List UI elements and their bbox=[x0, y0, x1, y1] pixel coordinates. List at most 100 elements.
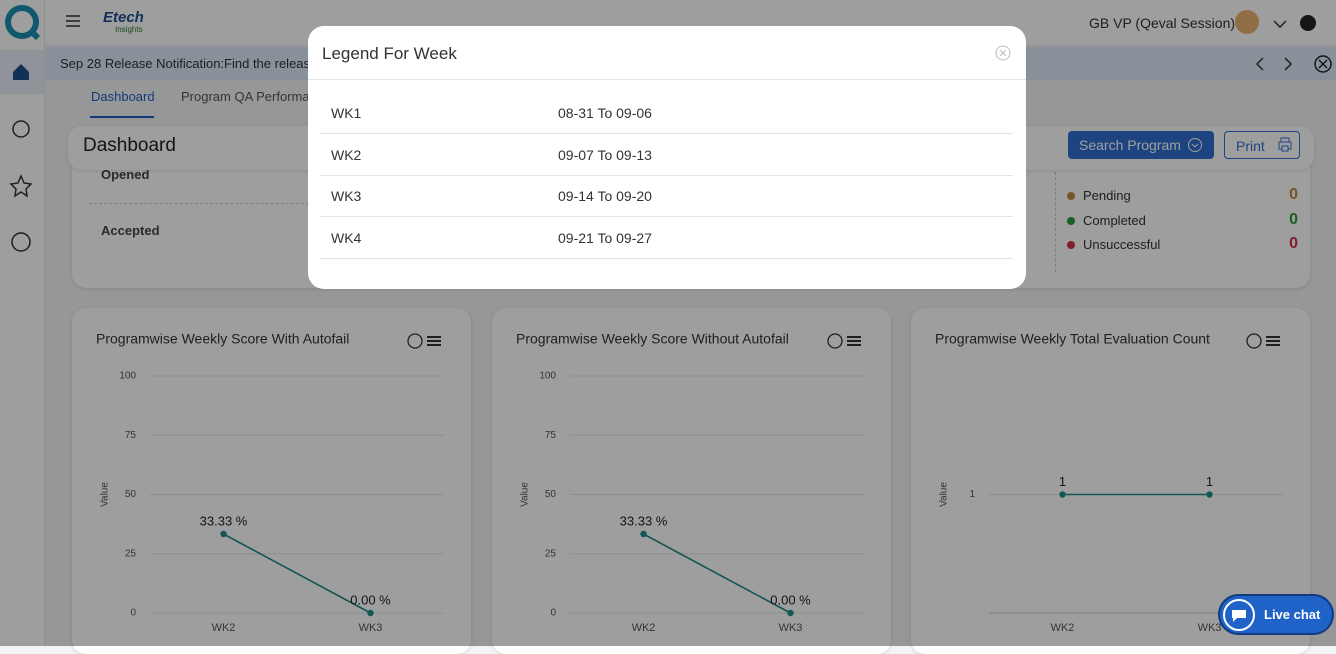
next-button[interactable] bbox=[1284, 57, 1293, 71]
week-range: 09-07 To 09-13 bbox=[558, 146, 652, 163]
live-chat-label: Live chat bbox=[1264, 607, 1321, 622]
tab[interactable]: Dashboard bbox=[91, 89, 155, 104]
page-title: Dashboard bbox=[83, 135, 176, 156]
data-point bbox=[1206, 491, 1213, 498]
info-icon[interactable] bbox=[407, 333, 423, 349]
data-label: 33.33 % bbox=[200, 513, 248, 528]
y-axis-label: Value bbox=[939, 482, 950, 507]
nav-icon[interactable] bbox=[9, 174, 33, 198]
notification-controls bbox=[1255, 55, 1332, 73]
y-tick-label: 75 bbox=[125, 430, 137, 441]
tab[interactable]: Program QA Performa bbox=[181, 89, 310, 104]
data-label: 1 bbox=[1206, 474, 1213, 489]
y-tick-label: 100 bbox=[539, 371, 556, 382]
status-dot bbox=[1067, 241, 1075, 249]
menu-button[interactable] bbox=[65, 14, 81, 28]
chart-menu[interactable] bbox=[1266, 336, 1280, 346]
button-label: Print bbox=[1236, 138, 1265, 154]
nav-icon[interactable] bbox=[12, 120, 30, 138]
stat-label: Accepted bbox=[101, 223, 160, 238]
y-tick-label: 25 bbox=[545, 548, 557, 559]
status-dot bbox=[1067, 216, 1075, 225]
user-name[interactable]: GB VP (Qeval Session) bbox=[1089, 15, 1236, 31]
legend-modal: Legend For Week WK1 08-31 To 09-06 WK2 09-0… bbox=[308, 26, 1026, 289]
x-tick-label: WK3 bbox=[779, 622, 803, 634]
y-tick-label: 0 bbox=[550, 608, 556, 619]
data-point bbox=[367, 609, 374, 617]
y-axis-label: Value bbox=[520, 482, 531, 507]
legend-row: WK1 08-31 To 09-06 bbox=[320, 92, 1013, 134]
chart-title: Programwise Weekly Score Without Autofai… bbox=[516, 331, 789, 347]
home-icon[interactable] bbox=[13, 64, 29, 80]
help-icon[interactable] bbox=[1300, 15, 1316, 31]
data-point bbox=[1059, 491, 1066, 498]
chart-title: Programwise Weekly Score With Autofail bbox=[96, 331, 349, 347]
legend-row: WK2 09-07 To 09-13 bbox=[320, 134, 1013, 176]
chart: Programwise Weekly Score Without Autofai… bbox=[516, 331, 864, 634]
y-tick-label: 75 bbox=[545, 430, 557, 441]
x-tick-label: WK3 bbox=[1198, 622, 1222, 634]
status-label: Pending bbox=[1083, 188, 1131, 203]
series-line bbox=[223, 533, 371, 614]
chart-menu[interactable] bbox=[847, 336, 861, 346]
info-icon[interactable] bbox=[1246, 333, 1262, 349]
status-value: 0 bbox=[1289, 235, 1298, 252]
week-range: 09-21 To 09-27 bbox=[558, 230, 652, 247]
stat-label: Opened bbox=[101, 167, 150, 182]
y-tick-label: 50 bbox=[545, 489, 557, 500]
y-axis-label: Value bbox=[100, 482, 111, 507]
y-tick-label: 1 bbox=[969, 489, 975, 500]
status-label: Unsuccessful bbox=[1083, 237, 1161, 252]
data-label: 0.00 % bbox=[770, 592, 811, 607]
modal-close[interactable] bbox=[995, 45, 1011, 61]
sidebar bbox=[0, 0, 45, 646]
close-notification[interactable] bbox=[1314, 55, 1332, 73]
x-tick-label: WK2 bbox=[1051, 622, 1075, 634]
data-point bbox=[787, 609, 794, 617]
header-icons bbox=[1235, 10, 1316, 34]
data-point bbox=[640, 530, 647, 538]
sidebar-icons bbox=[0, 5, 44, 252]
info-icon[interactable] bbox=[827, 333, 843, 349]
x-tick-label: WK2 bbox=[632, 622, 656, 634]
chart-card: Programwise Weekly Total Evaluation Coun… bbox=[911, 308, 1310, 654]
y-tick-label: 0 bbox=[130, 608, 136, 619]
week-range: 09-14 To 09-20 bbox=[558, 188, 652, 205]
series-line bbox=[643, 533, 791, 614]
nav-icon[interactable] bbox=[11, 232, 31, 252]
data-label: 0.00 % bbox=[350, 592, 391, 607]
print-button[interactable]: Print bbox=[1224, 131, 1300, 159]
user-dropdown[interactable] bbox=[1273, 20, 1287, 29]
chart-menu[interactable] bbox=[427, 336, 441, 346]
tab-indicator bbox=[90, 116, 154, 118]
logo-subtext: Insights bbox=[115, 25, 143, 34]
week-label: WK3 bbox=[331, 188, 362, 205]
data-label: 1 bbox=[1059, 474, 1066, 489]
week-label: WK4 bbox=[331, 230, 362, 247]
y-tick-label: 50 bbox=[125, 489, 137, 500]
status-dot bbox=[1067, 192, 1075, 200]
notification-text[interactable]: Sep 28 Release Notification:Find the rel… bbox=[60, 56, 311, 71]
live-chat-button[interactable]: Live chat bbox=[1220, 596, 1332, 633]
avatar[interactable] bbox=[1235, 10, 1259, 34]
legend-row: WK4 09-21 To 09-27 bbox=[320, 217, 1013, 260]
week-label: WK2 bbox=[331, 146, 362, 163]
chart-title: Programwise Weekly Total Evaluation Coun… bbox=[935, 331, 1210, 347]
chart: Programwise Weekly Score With Autofail Va… bbox=[96, 331, 444, 634]
search-program-button[interactable]: Search Program bbox=[1068, 131, 1214, 159]
x-tick-label: WK3 bbox=[359, 622, 383, 634]
button-label: Search Program bbox=[1079, 137, 1181, 153]
data-point bbox=[220, 530, 227, 538]
week-range: 08-31 To 09-06 bbox=[558, 105, 652, 121]
legend-row: WK3 09-14 To 09-20 bbox=[320, 175, 1013, 218]
y-tick-label: 25 bbox=[125, 548, 137, 559]
modal-title: Legend For Week bbox=[322, 44, 457, 63]
app-logo[interactable] bbox=[5, 5, 39, 39]
y-tick-label: 100 bbox=[119, 371, 136, 382]
status-label: Completed bbox=[1083, 212, 1146, 228]
chart-card: Programwise Weekly Score Without Autofai… bbox=[492, 308, 891, 654]
data-label: 33.33 % bbox=[620, 513, 668, 528]
prev-button[interactable] bbox=[1255, 57, 1264, 71]
x-tick-label: WK2 bbox=[212, 622, 236, 634]
